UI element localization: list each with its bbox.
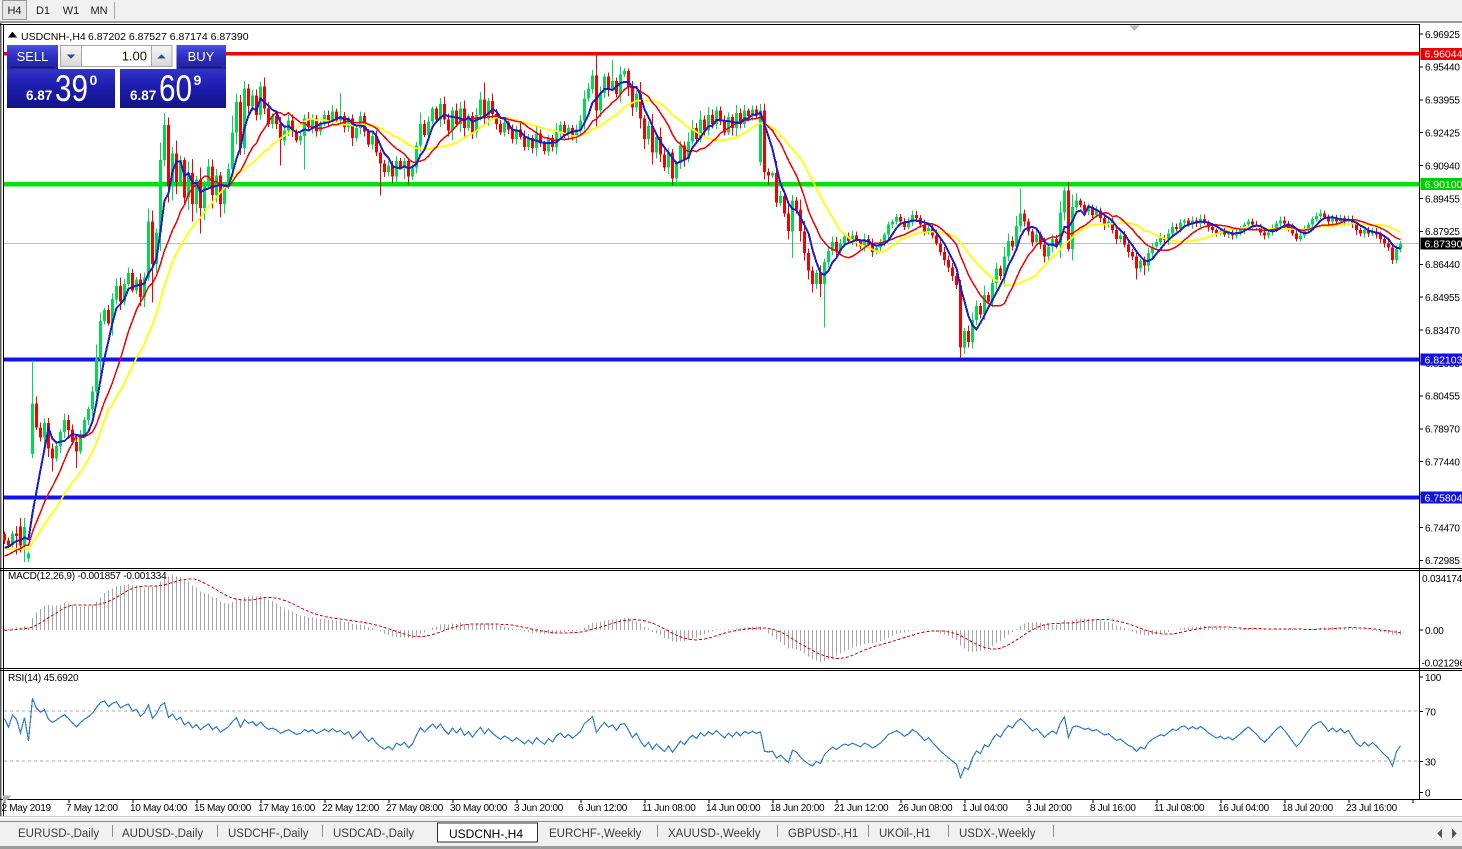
svg-text:6.96925: 6.96925 — [1425, 30, 1460, 41]
svg-text:6.86440: 6.86440 — [1425, 260, 1460, 271]
svg-text:6.96044: 6.96044 — [1425, 49, 1462, 61]
svg-text:8 Jul 16:00: 8 Jul 16:00 — [1090, 803, 1136, 814]
svg-text:USDCHF-,Daily: USDCHF-,Daily — [228, 828, 309, 840]
svg-text:6.72985: 6.72985 — [1425, 556, 1460, 567]
svg-text:3 Jul 20:00: 3 Jul 20:00 — [1026, 803, 1072, 814]
svg-text:D1: D1 — [36, 5, 50, 17]
svg-text:6 Jun 12:00: 6 Jun 12:00 — [578, 803, 628, 814]
svg-text:6.90940: 6.90940 — [1425, 161, 1460, 172]
svg-text:USDCAD-,Daily: USDCAD-,Daily — [333, 828, 414, 840]
svg-text:26 Jun 08:00: 26 Jun 08:00 — [898, 803, 953, 814]
svg-text:2 May 2019: 2 May 2019 — [2, 803, 52, 814]
svg-text:15 May 00:00: 15 May 00:00 — [194, 803, 252, 814]
svg-text:21 Jun 12:00: 21 Jun 12:00 — [834, 803, 889, 814]
svg-text:6.95440: 6.95440 — [1425, 63, 1460, 74]
svg-text:23 Jul 16:00: 23 Jul 16:00 — [1346, 803, 1398, 814]
svg-text:0: 0 — [90, 72, 98, 88]
svg-text:39: 39 — [55, 68, 88, 109]
svg-text:16 Jul 04:00: 16 Jul 04:00 — [1218, 803, 1270, 814]
svg-text:0: 0 — [1425, 788, 1431, 799]
svg-text:11 Jun 08:00: 11 Jun 08:00 — [642, 803, 696, 814]
svg-text:BUY: BUY — [188, 49, 215, 64]
svg-text:6.87202 6.87527 6.87174 6.8739: 6.87202 6.87527 6.87174 6.87390 — [88, 31, 249, 43]
svg-text:UKOil-,H1: UKOil-,H1 — [879, 828, 931, 840]
svg-text:30 May 00:00: 30 May 00:00 — [450, 803, 508, 814]
svg-text:0.034174: 0.034174 — [1422, 574, 1462, 585]
svg-text:6.87: 6.87 — [130, 88, 156, 103]
svg-text:USDCNH-,H4: USDCNH-,H4 — [449, 827, 523, 841]
svg-text:-0.021296: -0.021296 — [1422, 659, 1462, 670]
svg-text:MACD(12,26,9) -0.001857 -0.001: MACD(12,26,9) -0.001857 -0.001334 — [8, 571, 167, 582]
svg-text:6.87: 6.87 — [26, 88, 52, 103]
svg-text:60: 60 — [159, 68, 192, 109]
svg-text:SELL: SELL — [17, 49, 49, 64]
svg-text:MN: MN — [90, 5, 107, 17]
svg-text:30: 30 — [1425, 758, 1436, 769]
svg-text:W1: W1 — [63, 5, 80, 17]
svg-text:RSI(14) 45.6920: RSI(14) 45.6920 — [8, 673, 79, 684]
svg-text:H4: H4 — [7, 5, 21, 17]
svg-text:100: 100 — [1425, 673, 1442, 684]
svg-text:9: 9 — [194, 72, 202, 88]
svg-text:USDCNH-,H4: USDCNH-,H4 — [21, 31, 86, 43]
svg-text:10 May 04:00: 10 May 04:00 — [130, 803, 188, 814]
svg-text:7 May 12:00: 7 May 12:00 — [66, 803, 118, 814]
svg-text:1 Jul 04:00: 1 Jul 04:00 — [962, 803, 1008, 814]
svg-text:USDX-,Weekly: USDX-,Weekly — [959, 828, 1036, 840]
svg-text:6.90100: 6.90100 — [1425, 179, 1462, 191]
svg-text:11 Jul 08:00: 11 Jul 08:00 — [1154, 803, 1205, 814]
svg-text:XAUUSD-,Weekly: XAUUSD-,Weekly — [668, 828, 761, 840]
svg-text:17 May 16:00: 17 May 16:00 — [258, 803, 316, 814]
svg-text:22 May 12:00: 22 May 12:00 — [322, 803, 380, 814]
svg-text:6.87925: 6.87925 — [1425, 227, 1460, 238]
svg-text:6.75804: 6.75804 — [1425, 492, 1462, 504]
svg-text:6.83470: 6.83470 — [1425, 326, 1460, 337]
svg-text:6.89455: 6.89455 — [1425, 194, 1460, 205]
svg-text:18 Jun 20:00: 18 Jun 20:00 — [770, 803, 825, 814]
svg-text:EURCHF-,Weekly: EURCHF-,Weekly — [549, 828, 642, 840]
svg-text:GBPUSD-,H1: GBPUSD-,H1 — [788, 828, 858, 840]
svg-text:6.84955: 6.84955 — [1425, 293, 1460, 304]
svg-text:AUDUSD-,Daily: AUDUSD-,Daily — [122, 828, 203, 840]
svg-text:6.80455: 6.80455 — [1425, 392, 1460, 403]
svg-text:1.00: 1.00 — [122, 49, 147, 64]
svg-text:18 Jul 20:00: 18 Jul 20:00 — [1282, 803, 1334, 814]
svg-text:70: 70 — [1425, 707, 1436, 718]
svg-text:6.87390: 6.87390 — [1425, 238, 1462, 250]
svg-text:27 May 08:00: 27 May 08:00 — [386, 803, 444, 814]
svg-text:0.00: 0.00 — [1425, 626, 1444, 637]
svg-text:6.78970: 6.78970 — [1425, 425, 1460, 436]
svg-text:6.77440: 6.77440 — [1425, 458, 1460, 469]
svg-text:3 Jun 20:00: 3 Jun 20:00 — [514, 803, 564, 814]
svg-text:EURUSD-,Daily: EURUSD-,Daily — [18, 828, 99, 840]
svg-text:6.92425: 6.92425 — [1425, 129, 1460, 140]
svg-text:6.82103: 6.82103 — [1425, 354, 1462, 366]
svg-text:6.93955: 6.93955 — [1425, 96, 1460, 107]
svg-text:6.74470: 6.74470 — [1425, 523, 1460, 534]
svg-text:14 Jun 00:00: 14 Jun 00:00 — [706, 803, 761, 814]
